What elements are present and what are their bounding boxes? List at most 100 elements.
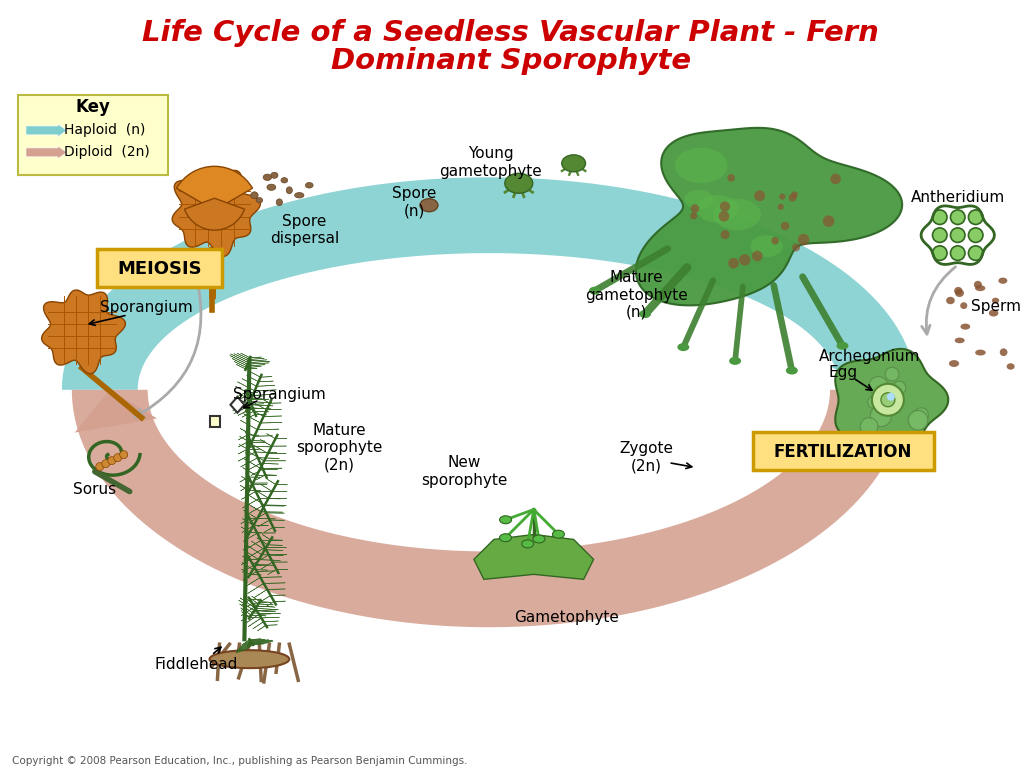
Text: Sperm: Sperm bbox=[971, 300, 1021, 314]
Polygon shape bbox=[233, 405, 252, 414]
Polygon shape bbox=[247, 365, 265, 366]
Circle shape bbox=[108, 457, 116, 465]
Circle shape bbox=[860, 418, 878, 435]
Circle shape bbox=[728, 258, 739, 269]
Circle shape bbox=[893, 381, 906, 394]
Polygon shape bbox=[237, 399, 249, 405]
Polygon shape bbox=[242, 607, 255, 616]
Ellipse shape bbox=[267, 184, 275, 190]
Polygon shape bbox=[255, 403, 266, 410]
Circle shape bbox=[876, 399, 890, 412]
Polygon shape bbox=[248, 584, 264, 594]
Polygon shape bbox=[836, 349, 948, 451]
Ellipse shape bbox=[974, 281, 982, 289]
Polygon shape bbox=[265, 601, 274, 607]
Polygon shape bbox=[243, 565, 253, 572]
Polygon shape bbox=[253, 613, 271, 614]
Polygon shape bbox=[237, 364, 246, 369]
Circle shape bbox=[120, 451, 128, 458]
FancyArrow shape bbox=[26, 146, 67, 159]
Text: Diploid  (2n): Diploid (2n) bbox=[63, 145, 150, 159]
Polygon shape bbox=[258, 520, 269, 527]
Polygon shape bbox=[61, 177, 915, 390]
Polygon shape bbox=[251, 640, 269, 641]
Circle shape bbox=[792, 243, 800, 252]
Ellipse shape bbox=[998, 277, 1008, 284]
Text: Antheridium: Antheridium bbox=[910, 190, 1005, 205]
Polygon shape bbox=[260, 439, 271, 446]
Circle shape bbox=[830, 174, 841, 184]
Polygon shape bbox=[248, 362, 269, 364]
Polygon shape bbox=[266, 434, 275, 439]
Polygon shape bbox=[244, 510, 257, 518]
Polygon shape bbox=[247, 376, 259, 382]
Polygon shape bbox=[246, 545, 262, 554]
Polygon shape bbox=[172, 168, 260, 257]
Polygon shape bbox=[257, 538, 267, 545]
Polygon shape bbox=[229, 356, 248, 364]
Circle shape bbox=[909, 412, 928, 429]
Polygon shape bbox=[241, 518, 250, 524]
Circle shape bbox=[868, 376, 888, 396]
Polygon shape bbox=[252, 405, 273, 406]
Circle shape bbox=[823, 215, 835, 227]
Circle shape bbox=[867, 396, 881, 409]
Polygon shape bbox=[244, 598, 257, 606]
Polygon shape bbox=[242, 640, 250, 645]
Polygon shape bbox=[75, 390, 157, 432]
Circle shape bbox=[877, 396, 894, 413]
Polygon shape bbox=[241, 353, 250, 358]
Circle shape bbox=[691, 204, 699, 213]
Polygon shape bbox=[240, 641, 250, 647]
Circle shape bbox=[933, 246, 947, 260]
Polygon shape bbox=[232, 359, 247, 366]
Circle shape bbox=[887, 392, 895, 401]
Polygon shape bbox=[252, 641, 273, 642]
Circle shape bbox=[719, 211, 729, 222]
Wedge shape bbox=[176, 167, 253, 210]
Ellipse shape bbox=[552, 530, 564, 538]
Polygon shape bbox=[240, 604, 253, 613]
Circle shape bbox=[755, 190, 765, 201]
Ellipse shape bbox=[989, 310, 998, 316]
Polygon shape bbox=[251, 641, 272, 642]
Ellipse shape bbox=[287, 187, 292, 194]
Ellipse shape bbox=[532, 535, 545, 543]
Polygon shape bbox=[242, 411, 254, 417]
Circle shape bbox=[721, 230, 729, 239]
Ellipse shape bbox=[276, 199, 283, 206]
Polygon shape bbox=[255, 490, 268, 498]
Ellipse shape bbox=[949, 360, 959, 367]
Polygon shape bbox=[255, 606, 272, 607]
Polygon shape bbox=[238, 641, 251, 650]
Circle shape bbox=[114, 454, 122, 462]
FancyBboxPatch shape bbox=[97, 249, 222, 287]
Polygon shape bbox=[237, 392, 251, 400]
Ellipse shape bbox=[677, 343, 689, 351]
Circle shape bbox=[933, 228, 947, 243]
Polygon shape bbox=[243, 498, 259, 508]
Polygon shape bbox=[237, 642, 252, 653]
Polygon shape bbox=[248, 361, 269, 362]
Circle shape bbox=[792, 191, 798, 198]
Ellipse shape bbox=[975, 349, 986, 356]
Text: Dominant Sporophyte: Dominant Sporophyte bbox=[331, 47, 691, 74]
Polygon shape bbox=[249, 360, 267, 361]
Polygon shape bbox=[250, 640, 265, 641]
Ellipse shape bbox=[281, 177, 288, 183]
Ellipse shape bbox=[295, 193, 304, 198]
Circle shape bbox=[788, 194, 797, 202]
Polygon shape bbox=[252, 596, 260, 601]
Circle shape bbox=[881, 392, 895, 407]
Polygon shape bbox=[267, 479, 276, 485]
Text: Sporangium: Sporangium bbox=[100, 300, 194, 316]
Text: Sorus: Sorus bbox=[73, 482, 117, 497]
Polygon shape bbox=[245, 502, 261, 511]
Polygon shape bbox=[42, 290, 125, 374]
Polygon shape bbox=[241, 611, 257, 621]
Text: Mature
gametophyte
(n): Mature gametophyte (n) bbox=[585, 270, 688, 320]
Circle shape bbox=[950, 228, 965, 243]
Polygon shape bbox=[248, 618, 261, 627]
Polygon shape bbox=[230, 397, 245, 412]
Polygon shape bbox=[264, 527, 273, 532]
